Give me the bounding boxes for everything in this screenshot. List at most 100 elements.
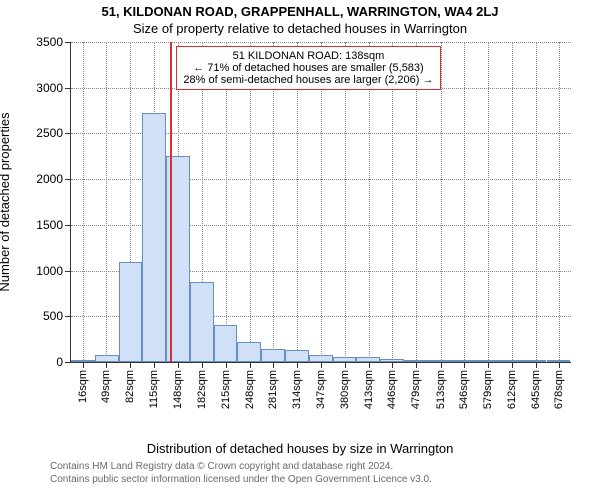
histogram-bar xyxy=(261,349,285,362)
x-tick xyxy=(83,362,84,368)
histogram-bar xyxy=(356,357,380,362)
grid-vertical xyxy=(250,42,251,362)
x-tick-label: 16sqm xyxy=(77,370,89,403)
plot-area: 050010001500200025003000350016sqm49sqm82… xyxy=(70,42,571,363)
histogram-bar xyxy=(190,282,214,362)
x-tick-label: 546sqm xyxy=(458,370,470,409)
x-tick xyxy=(202,362,203,368)
x-tick xyxy=(250,362,251,368)
y-tick xyxy=(65,316,71,317)
x-tick xyxy=(512,362,513,368)
x-tick-label: 380sqm xyxy=(339,370,351,409)
histogram-bar xyxy=(451,360,475,362)
grid-vertical xyxy=(536,42,537,362)
annotation-line-1: 51 KILDONAN ROAD: 138sqm xyxy=(183,50,433,62)
histogram-bar xyxy=(142,113,166,362)
histogram-bar xyxy=(404,360,428,362)
chart-subtitle: Size of property relative to detached ho… xyxy=(0,21,600,36)
histogram-bar xyxy=(475,360,499,362)
x-tick xyxy=(441,362,442,368)
histogram-bar xyxy=(309,355,333,362)
y-tick xyxy=(65,362,71,363)
grid-vertical xyxy=(297,42,298,362)
grid-vertical xyxy=(416,42,417,362)
annotation-box: 51 KILDONAN ROAD: 138sqm ← 71% of detach… xyxy=(176,46,440,90)
y-tick xyxy=(65,88,71,89)
x-tick-label: 479sqm xyxy=(410,370,422,409)
x-tick xyxy=(178,362,179,368)
x-tick-label: 347sqm xyxy=(315,370,327,409)
x-tick-label: 645sqm xyxy=(530,370,542,409)
x-tick-label: 248sqm xyxy=(244,370,256,409)
x-tick-label: 49sqm xyxy=(100,370,112,403)
x-tick-label: 215sqm xyxy=(220,370,232,409)
histogram-bar xyxy=(285,350,309,362)
y-tick-label: 2500 xyxy=(36,126,63,140)
annotation-line-3: 28% of semi-detached houses are larger (… xyxy=(183,74,433,86)
grid-vertical xyxy=(321,42,322,362)
x-tick xyxy=(321,362,322,368)
y-tick-label: 0 xyxy=(56,355,63,369)
x-tick-label: 612sqm xyxy=(506,370,518,409)
histogram-bar xyxy=(333,357,357,362)
x-tick-label: 678sqm xyxy=(553,370,565,409)
x-tick-label: 314sqm xyxy=(291,370,303,409)
histogram-bar xyxy=(380,359,404,362)
grid-vertical xyxy=(83,42,84,362)
x-tick xyxy=(536,362,537,368)
x-tick xyxy=(559,362,560,368)
grid-vertical xyxy=(369,42,370,362)
y-tick-label: 3000 xyxy=(36,81,63,95)
y-axis-title: Number of detached properties xyxy=(0,112,12,291)
footer-line-1: Contains HM Land Registry data © Crown c… xyxy=(50,460,590,473)
y-tick xyxy=(65,179,71,180)
x-tick xyxy=(154,362,155,368)
x-tick-label: 579sqm xyxy=(482,370,494,409)
grid-vertical xyxy=(106,42,107,362)
x-tick xyxy=(106,362,107,368)
histogram-bar xyxy=(428,360,452,362)
y-tick xyxy=(65,271,71,272)
x-tick xyxy=(297,362,298,368)
histogram-bar xyxy=(214,325,238,362)
histogram-bar xyxy=(237,342,261,362)
x-tick-label: 115sqm xyxy=(148,370,160,408)
grid-vertical xyxy=(273,42,274,362)
grid-vertical xyxy=(345,42,346,362)
property-marker-line xyxy=(170,42,172,362)
histogram-bar xyxy=(95,355,119,362)
histogram-bar xyxy=(523,360,547,362)
x-tick-label: 513sqm xyxy=(435,370,447,409)
x-tick xyxy=(273,362,274,368)
x-tick xyxy=(345,362,346,368)
histogram-bar xyxy=(119,262,143,362)
y-tick-label: 500 xyxy=(43,309,63,323)
x-tick-label: 148sqm xyxy=(172,370,184,409)
grid-vertical xyxy=(488,42,489,362)
y-tick-label: 1500 xyxy=(36,218,63,232)
footer-line-2: Contains public sector information licen… xyxy=(50,473,590,486)
y-tick-label: 2000 xyxy=(36,172,63,186)
y-tick-label: 1000 xyxy=(36,264,63,278)
y-tick xyxy=(65,133,71,134)
x-tick xyxy=(226,362,227,368)
histogram-bar xyxy=(547,360,571,362)
histogram-bar xyxy=(499,360,523,362)
grid-vertical xyxy=(441,42,442,362)
footer: Contains HM Land Registry data © Crown c… xyxy=(0,456,600,486)
x-tick xyxy=(488,362,489,368)
y-tick xyxy=(65,225,71,226)
chart-container: Number of detached properties 0500100015… xyxy=(0,36,600,441)
histogram-bar xyxy=(71,360,95,362)
x-tick-label: 446sqm xyxy=(386,370,398,409)
annotation-line-2: ← 71% of detached houses are smaller (5,… xyxy=(183,62,433,74)
grid-vertical xyxy=(512,42,513,362)
address-title: 51, KILDONAN ROAD, GRAPPENHALL, WARRINGT… xyxy=(0,4,600,19)
x-tick xyxy=(392,362,393,368)
x-tick xyxy=(130,362,131,368)
x-axis-title: Distribution of detached houses by size … xyxy=(0,441,600,456)
x-tick-label: 413sqm xyxy=(363,370,375,409)
x-tick xyxy=(464,362,465,368)
y-tick xyxy=(65,42,71,43)
x-tick-label: 82sqm xyxy=(124,370,136,403)
